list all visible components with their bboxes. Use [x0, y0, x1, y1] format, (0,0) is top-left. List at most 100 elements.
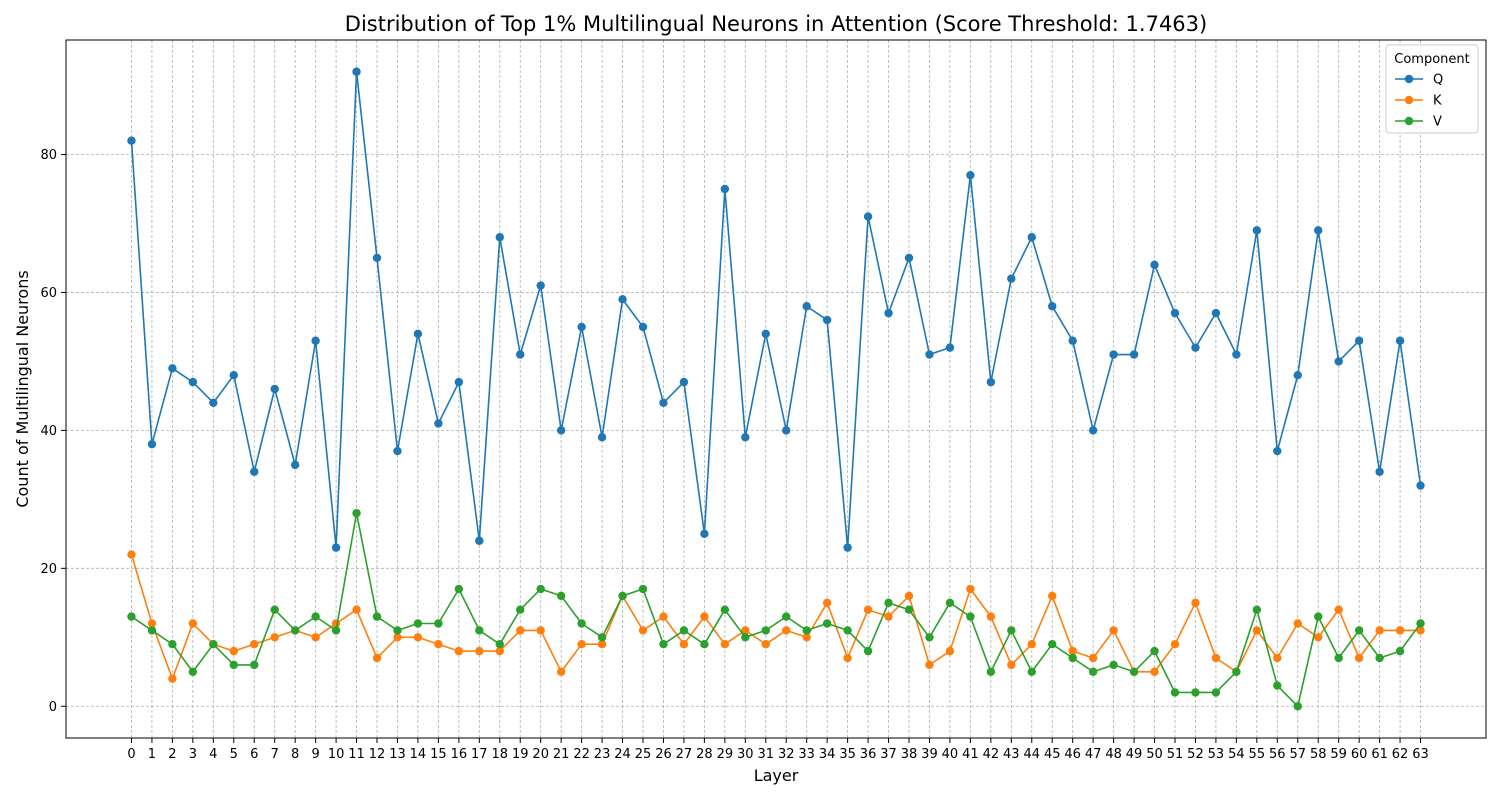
x-tick-label: 23: [594, 747, 611, 762]
series-q-point: [1354, 336, 1364, 345]
series-v-point: [1395, 646, 1405, 656]
series-k-point: [1109, 626, 1118, 635]
x-tick-label: 0: [127, 747, 135, 762]
series-v-point: [986, 667, 996, 676]
series-k-point: [597, 639, 607, 649]
x-tick-label: 52: [1187, 747, 1204, 762]
series-v-point: [1232, 667, 1241, 676]
series-k-point: [925, 660, 934, 670]
series-k-point: [495, 646, 504, 656]
series-v-point: [331, 626, 341, 635]
series-k-point: [577, 639, 586, 649]
series-v: [127, 508, 1425, 711]
series-v-point: [945, 598, 955, 608]
series-v-point: [270, 605, 279, 614]
x-tick-label: 13: [389, 747, 406, 762]
series-v-point: [1191, 688, 1200, 697]
legend-label: K: [1433, 94, 1442, 109]
series-q-point: [1048, 302, 1057, 311]
series-q: [127, 67, 1425, 552]
series-q-point: [270, 384, 279, 394]
series-v-point: [1068, 653, 1077, 663]
series-v-point: [413, 619, 423, 628]
series-v-point: [188, 667, 198, 676]
x-tick-label: 41: [962, 747, 979, 762]
series-v-point: [700, 639, 709, 649]
series-v-point: [516, 605, 525, 614]
series-v-point: [1354, 626, 1364, 635]
series-q-point: [1007, 274, 1016, 283]
series-v-point: [761, 626, 770, 635]
series-q-point: [843, 543, 852, 552]
series-v-point: [597, 633, 607, 642]
series-v-point: [475, 626, 484, 635]
x-tick-label: 9: [311, 747, 319, 762]
series-q-point: [168, 364, 177, 373]
series-k-point: [1354, 653, 1364, 663]
series-v-point: [372, 612, 382, 621]
series-k-point: [1252, 626, 1262, 635]
series-v-point: [434, 619, 443, 628]
series-v-point: [1314, 612, 1323, 621]
series-v-point: [966, 612, 975, 621]
series-k-point: [393, 633, 402, 642]
series-q-point: [516, 350, 525, 359]
series-q-point: [188, 377, 198, 387]
series-k-point: [1211, 653, 1221, 663]
series-q-point: [986, 377, 996, 387]
series-q-point: [311, 336, 320, 345]
series-v-point: [1273, 681, 1282, 690]
series-q-point: [1191, 343, 1200, 352]
series-v-point: [127, 612, 136, 621]
x-tick-label: 20: [532, 747, 549, 762]
series-k-point: [1150, 667, 1159, 676]
series-q-point: [536, 281, 545, 290]
series-k-point: [782, 626, 791, 635]
series-q-point: [1334, 357, 1343, 366]
series-q-point: [475, 536, 484, 545]
series-k-point: [679, 639, 689, 649]
series-v-point: [782, 612, 791, 621]
series-q-point: [229, 371, 238, 380]
series-v-point: [229, 660, 238, 670]
series-q-point: [290, 460, 300, 470]
series-k-point: [1314, 633, 1323, 642]
series-k-point: [843, 653, 852, 663]
series-q-point: [1211, 308, 1221, 318]
x-tick-label: 47: [1085, 747, 1102, 762]
series-q-point: [1314, 226, 1323, 235]
x-tick-label: 31: [757, 747, 774, 762]
series-v-point: [679, 626, 689, 635]
x-tick-label: 57: [1289, 747, 1306, 762]
x-tick-label: 61: [1371, 747, 1388, 762]
legend-swatch-marker: [1404, 74, 1414, 84]
x-tick-label: 15: [430, 747, 447, 762]
x-tick-label: 26: [655, 747, 672, 762]
series-q-point: [209, 398, 218, 407]
series-v-point: [843, 626, 852, 635]
series-q-point: [434, 419, 443, 428]
series-q-point: [1395, 336, 1405, 345]
x-tick-label: 17: [471, 747, 488, 762]
series-q-point: [372, 253, 382, 263]
series-q-point: [863, 212, 873, 221]
series-k-point: [966, 584, 975, 594]
series-v-point: [884, 598, 893, 608]
series-q-point: [352, 67, 361, 76]
x-tick-label: 46: [1064, 747, 1081, 762]
series-k-point: [1088, 653, 1098, 663]
series-k-point: [229, 646, 238, 656]
series-v-point: [495, 639, 504, 649]
series-k-point: [147, 619, 157, 628]
series-q-point: [945, 343, 955, 352]
x-tick-label: 60: [1351, 747, 1368, 762]
x-tick-label: 38: [901, 747, 918, 762]
series-q-point: [1375, 467, 1384, 476]
series-k-point: [1170, 639, 1180, 649]
series-v-point: [822, 619, 832, 628]
series-q-point: [577, 322, 586, 332]
series-q-point: [1232, 350, 1241, 359]
series-v-point: [1129, 667, 1139, 676]
series-v-point: [1048, 639, 1057, 649]
